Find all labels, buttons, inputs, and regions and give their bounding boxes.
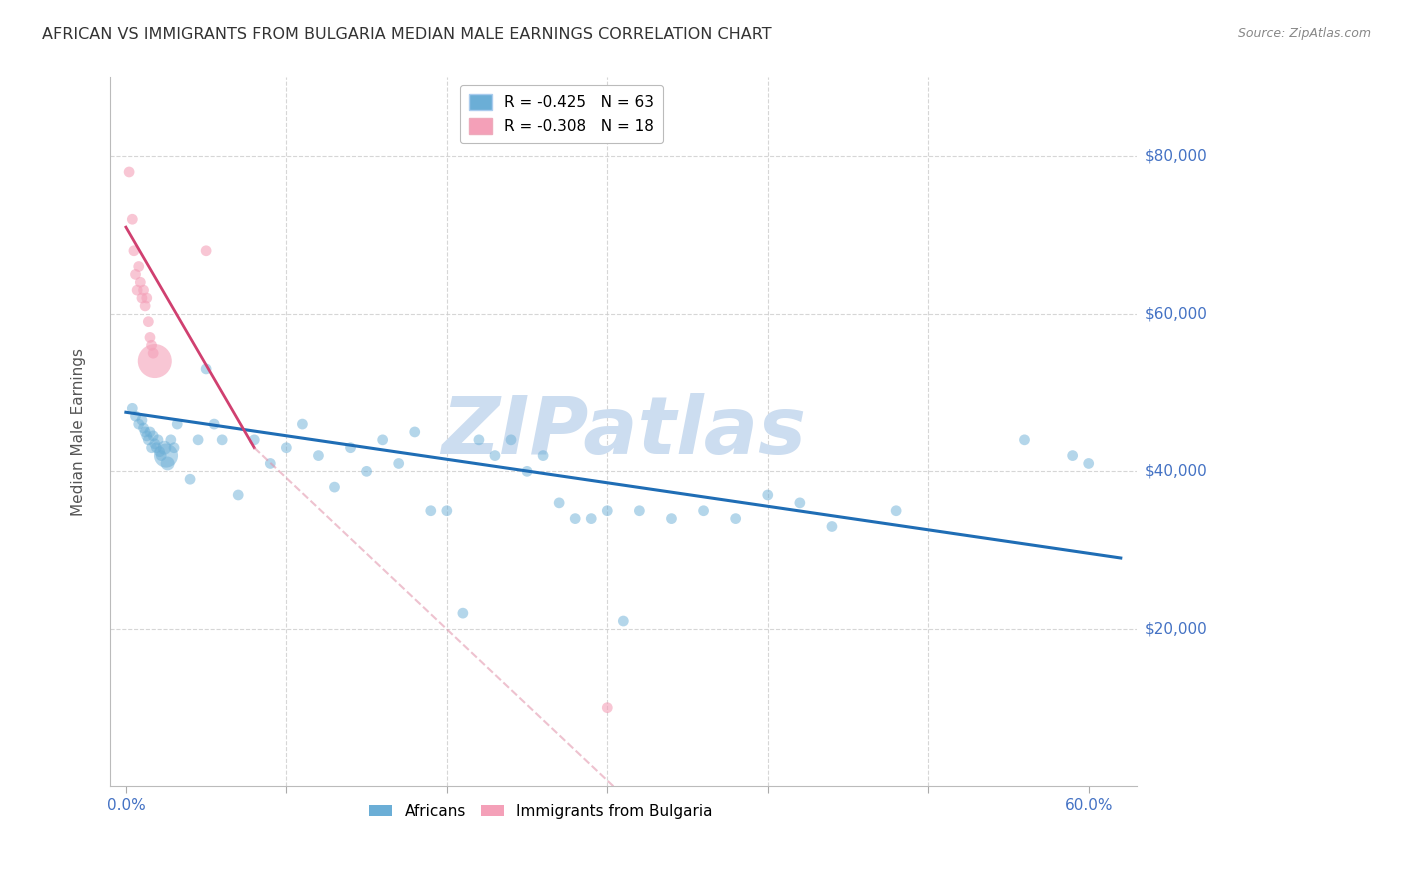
Point: [596, 504, 619, 518]
Point: [596, 700, 619, 714]
Point: [388, 457, 411, 471]
Point: [143, 354, 166, 368]
Point: [581, 511, 603, 525]
Point: [187, 433, 209, 447]
Point: [163, 441, 186, 455]
Point: [139, 330, 162, 344]
Point: [128, 417, 150, 431]
Point: [291, 417, 314, 431]
Point: [127, 283, 149, 297]
Point: [612, 614, 634, 628]
Point: [484, 449, 506, 463]
Point: [661, 511, 683, 525]
Point: [141, 338, 163, 352]
Point: [436, 504, 458, 518]
Point: [146, 433, 169, 447]
Point: [118, 165, 141, 179]
Point: [156, 457, 179, 471]
Point: [531, 449, 554, 463]
Point: [149, 444, 172, 458]
Point: [548, 496, 571, 510]
Point: [307, 449, 329, 463]
Legend: Africans, Immigrants from Bulgaria: Africans, Immigrants from Bulgaria: [363, 797, 718, 825]
Point: [371, 433, 394, 447]
Point: [135, 291, 157, 305]
Point: [756, 488, 779, 502]
Point: [724, 511, 747, 525]
Point: [155, 449, 177, 463]
Point: [821, 519, 844, 533]
Text: $60,000: $60,000: [1144, 306, 1208, 321]
Point: [142, 429, 165, 443]
Text: $40,000: $40,000: [1144, 464, 1208, 479]
Point: [124, 268, 146, 282]
Point: [122, 244, 145, 258]
Point: [128, 260, 150, 274]
Point: [141, 441, 163, 455]
Point: [499, 433, 522, 447]
Point: [132, 421, 155, 435]
Point: [323, 480, 346, 494]
Point: [150, 449, 173, 463]
Point: [166, 417, 188, 431]
Point: [884, 504, 907, 518]
Point: [404, 425, 426, 439]
Point: [135, 429, 157, 443]
Point: [153, 441, 176, 455]
Text: $20,000: $20,000: [1144, 622, 1208, 636]
Point: [339, 441, 361, 455]
Point: [211, 433, 233, 447]
Point: [179, 472, 201, 486]
Point: [142, 346, 165, 360]
Point: [145, 441, 167, 455]
Point: [195, 244, 218, 258]
Point: [131, 291, 153, 305]
Point: [516, 464, 538, 478]
Point: [138, 315, 160, 329]
Point: [124, 409, 146, 424]
Point: [564, 511, 586, 525]
Point: [159, 433, 181, 447]
Point: [138, 433, 160, 447]
Point: [226, 488, 249, 502]
Point: [129, 275, 152, 289]
Point: [132, 283, 155, 297]
Point: [121, 212, 143, 227]
Point: [628, 504, 651, 518]
Point: [134, 425, 156, 439]
Point: [202, 417, 225, 431]
Text: ZIPatlas: ZIPatlas: [441, 393, 806, 471]
Point: [451, 606, 474, 620]
Point: [692, 504, 714, 518]
Point: [139, 425, 162, 439]
Text: Source: ZipAtlas.com: Source: ZipAtlas.com: [1237, 27, 1371, 40]
Point: [259, 457, 281, 471]
Y-axis label: Median Male Earnings: Median Male Earnings: [72, 348, 86, 516]
Point: [419, 504, 441, 518]
Point: [468, 433, 491, 447]
Point: [195, 362, 218, 376]
Point: [131, 413, 153, 427]
Point: [134, 299, 156, 313]
Point: [356, 464, 378, 478]
Point: [1077, 457, 1099, 471]
Text: $80,000: $80,000: [1144, 149, 1208, 164]
Point: [276, 441, 298, 455]
Text: AFRICAN VS IMMIGRANTS FROM BULGARIA MEDIAN MALE EARNINGS CORRELATION CHART: AFRICAN VS IMMIGRANTS FROM BULGARIA MEDI…: [42, 27, 772, 42]
Point: [789, 496, 811, 510]
Point: [1014, 433, 1036, 447]
Point: [121, 401, 143, 416]
Point: [1062, 449, 1084, 463]
Point: [243, 433, 266, 447]
Point: [143, 437, 166, 451]
